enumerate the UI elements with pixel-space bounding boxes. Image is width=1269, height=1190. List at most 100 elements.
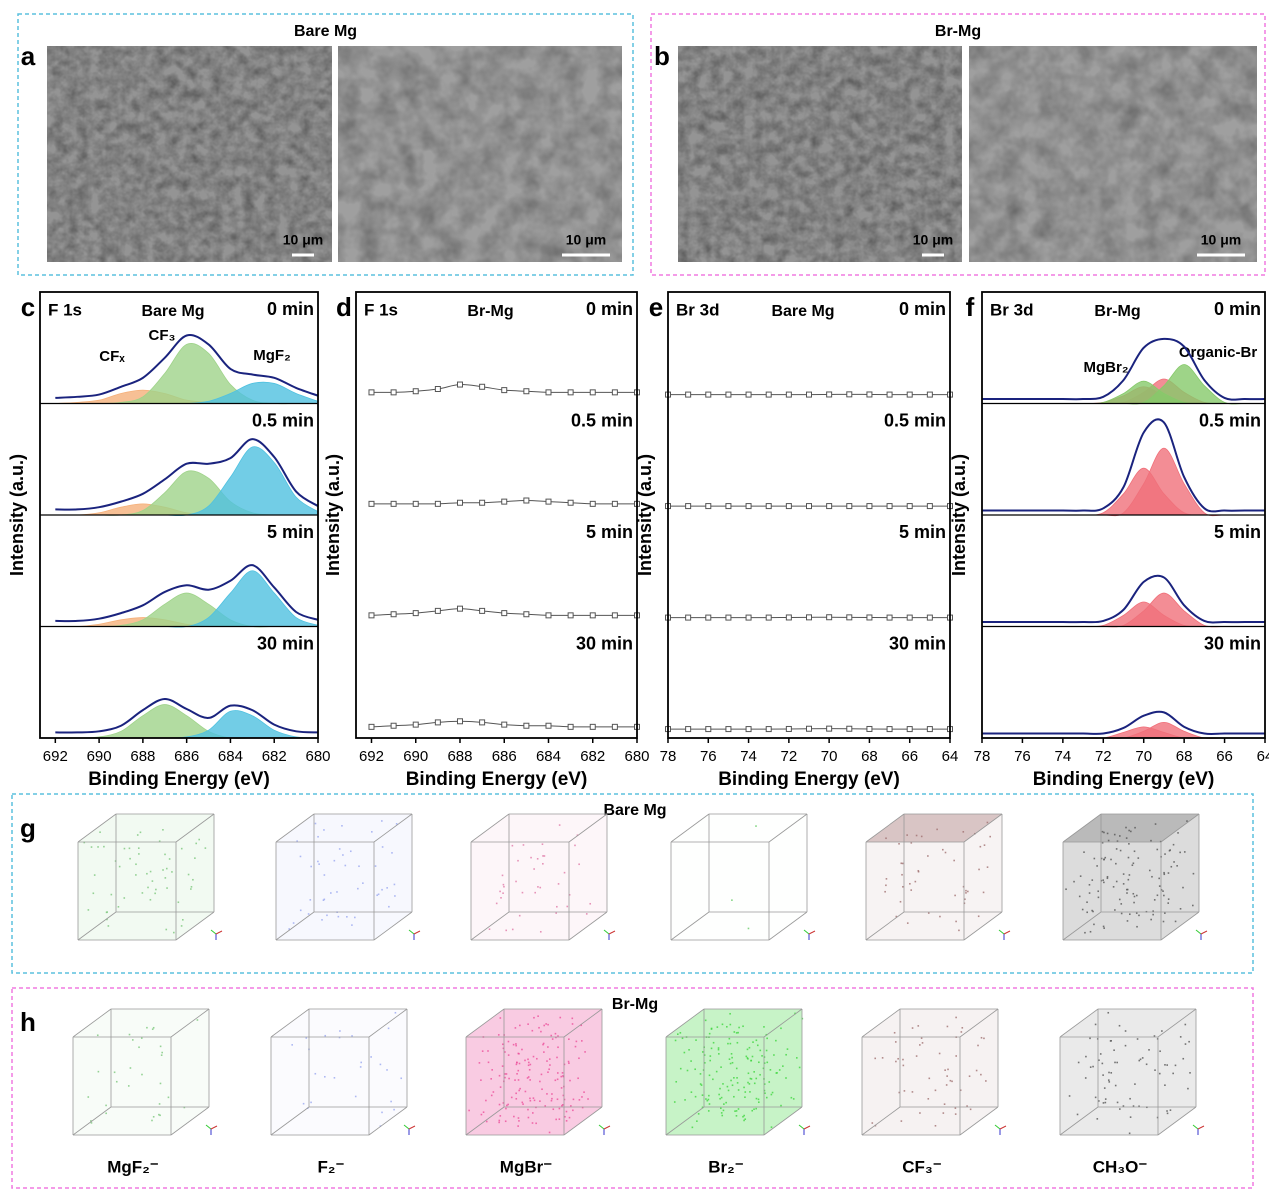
cube-dot <box>733 1095 735 1098</box>
cube-dot <box>705 1098 707 1100</box>
cube-dot <box>519 1024 521 1027</box>
cube-dot <box>1167 902 1170 904</box>
cube-dot <box>770 1093 773 1096</box>
data-point <box>434 386 441 393</box>
cube-dot <box>1065 888 1067 891</box>
cube-dot <box>718 1053 720 1055</box>
cube-dot <box>743 1086 745 1089</box>
cube-dot <box>515 1063 518 1066</box>
cube-dot <box>1118 1024 1121 1027</box>
x-tick-label: 68 <box>861 748 878 765</box>
cube-dot <box>1122 873 1125 875</box>
cube-dot <box>540 1073 543 1076</box>
cube-dot <box>168 858 171 860</box>
cube-dot <box>1125 826 1127 829</box>
axis-triad <box>999 1125 1007 1130</box>
cube-dot <box>393 1108 395 1111</box>
cube-dot <box>919 1112 921 1114</box>
cube-dot <box>154 892 156 895</box>
cube-dot <box>747 1057 749 1060</box>
cube-edge <box>568 813 608 843</box>
cube-edge <box>865 911 905 941</box>
cube-dot <box>909 882 911 885</box>
cube-dot <box>785 1077 787 1079</box>
cube-dot <box>756 1044 759 1047</box>
cube-dot <box>141 892 144 894</box>
species-label: F₂⁻ <box>318 1157 345 1176</box>
cube-dot <box>895 1060 897 1063</box>
cube-dot <box>701 1106 704 1109</box>
cube-dot <box>533 1016 535 1019</box>
cube-dot <box>544 1105 547 1107</box>
data-point <box>926 503 933 510</box>
cube-dot <box>338 1036 341 1039</box>
cube-dot <box>539 1080 541 1083</box>
cube-dot <box>989 835 992 838</box>
component-peak <box>982 467 1265 516</box>
cube-dot <box>1106 877 1109 880</box>
sample-label: Br-Mg <box>1094 303 1140 320</box>
cube-dot <box>753 1082 756 1085</box>
cube-dot <box>337 915 340 918</box>
cube-dot <box>944 1069 946 1071</box>
cube-dot <box>716 1026 719 1028</box>
cube-dot <box>317 835 319 838</box>
axis-triad <box>998 929 1005 935</box>
cube-dot <box>1093 923 1095 926</box>
cube-dot <box>921 1042 924 1044</box>
cube-dot <box>517 1117 520 1119</box>
cube-dot <box>1184 1023 1187 1026</box>
cube-dot <box>129 857 131 860</box>
cube-dot <box>898 1091 901 1094</box>
cube-dot <box>556 905 558 908</box>
cube-dot <box>105 1112 107 1115</box>
data-point <box>368 500 375 507</box>
cube-dot <box>703 1054 706 1056</box>
cube-dot <box>561 1072 564 1074</box>
cube-dot <box>468 1109 470 1112</box>
data-point <box>886 726 893 733</box>
cube-dot <box>568 1038 570 1041</box>
x-tick-label: 72 <box>1095 748 1112 765</box>
cube-dot <box>566 905 569 908</box>
cube-dot <box>946 1025 949 1028</box>
cube-dot <box>928 1077 931 1080</box>
cube-dot <box>1187 1087 1189 1090</box>
cube-edge <box>1062 813 1102 843</box>
data-point <box>846 614 853 621</box>
cube-dot <box>1091 909 1093 912</box>
cube-dot <box>577 1077 579 1080</box>
cube-dot <box>563 871 566 874</box>
cube-dot <box>87 909 90 911</box>
cube-dot <box>512 1043 515 1046</box>
cube-dot <box>755 1077 758 1080</box>
cube-dot <box>982 891 985 894</box>
cube-dot <box>1102 925 1105 928</box>
scale-bar-label: 10 μm <box>566 232 606 248</box>
cube-dot <box>548 1058 551 1060</box>
cube-dot <box>574 844 576 847</box>
cube-dot <box>1107 839 1110 842</box>
cube-dot <box>502 892 504 894</box>
cube-dot <box>563 1098 566 1101</box>
axis-triad <box>1197 1125 1205 1130</box>
data-point <box>906 391 913 398</box>
cube-edge <box>665 1106 705 1136</box>
cube-dot <box>715 1070 718 1073</box>
cube-dot <box>498 1103 501 1106</box>
cube-dot <box>885 878 888 880</box>
cube-dot <box>943 1103 946 1105</box>
time-label: 0.5 min <box>884 410 946 430</box>
cube-dot <box>790 1096 793 1099</box>
cube-dot <box>1164 853 1166 855</box>
cube-dot <box>516 1061 518 1064</box>
cube-dot <box>742 1115 744 1118</box>
cube-dot <box>381 1111 383 1114</box>
cube-dot <box>721 1114 724 1117</box>
cube-dot <box>393 883 396 886</box>
cube-dot <box>517 1125 519 1127</box>
cube-dot <box>1103 927 1105 929</box>
sem-image <box>678 46 962 262</box>
cube-dot <box>915 834 918 837</box>
